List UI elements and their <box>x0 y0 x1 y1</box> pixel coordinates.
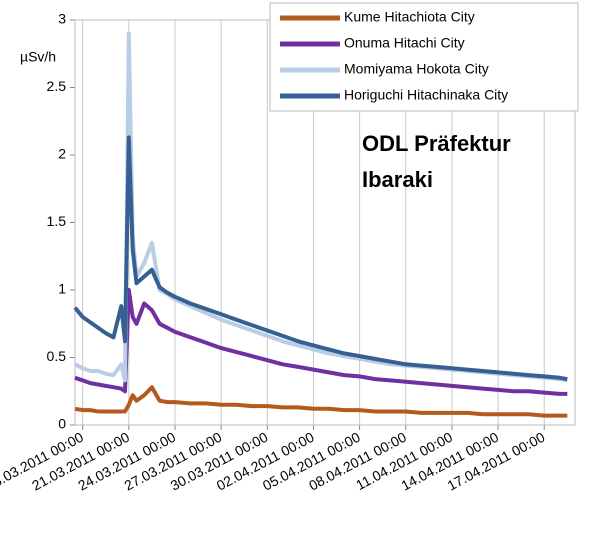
series-line <box>74 288 568 396</box>
series-line <box>74 385 568 418</box>
y-tick-label: 3 <box>58 11 66 27</box>
y-tick-label: 0.5 <box>47 348 67 364</box>
series-line <box>73 135 568 382</box>
y-tick-label: 0 <box>58 416 66 432</box>
legend-label: Kume Hitachiota City <box>344 9 475 25</box>
legend-label: Onuma Hitachi City <box>344 35 465 51</box>
y-tick-label: 2.5 <box>47 78 67 94</box>
chart-title: ODL Präfektur <box>362 131 511 156</box>
y-tick-label: 1.5 <box>47 213 67 229</box>
y-axis-label: µSv/h <box>20 49 56 65</box>
y-tick-label: 2 <box>58 146 66 162</box>
y-tick-label: 1 <box>58 281 66 297</box>
legend-label: Horiguchi Hitachinaka City <box>344 87 508 103</box>
legend-label: Momiyama Hokota City <box>344 61 489 77</box>
legend-box <box>269 2 579 112</box>
chart-title: Ibaraki <box>362 167 433 192</box>
